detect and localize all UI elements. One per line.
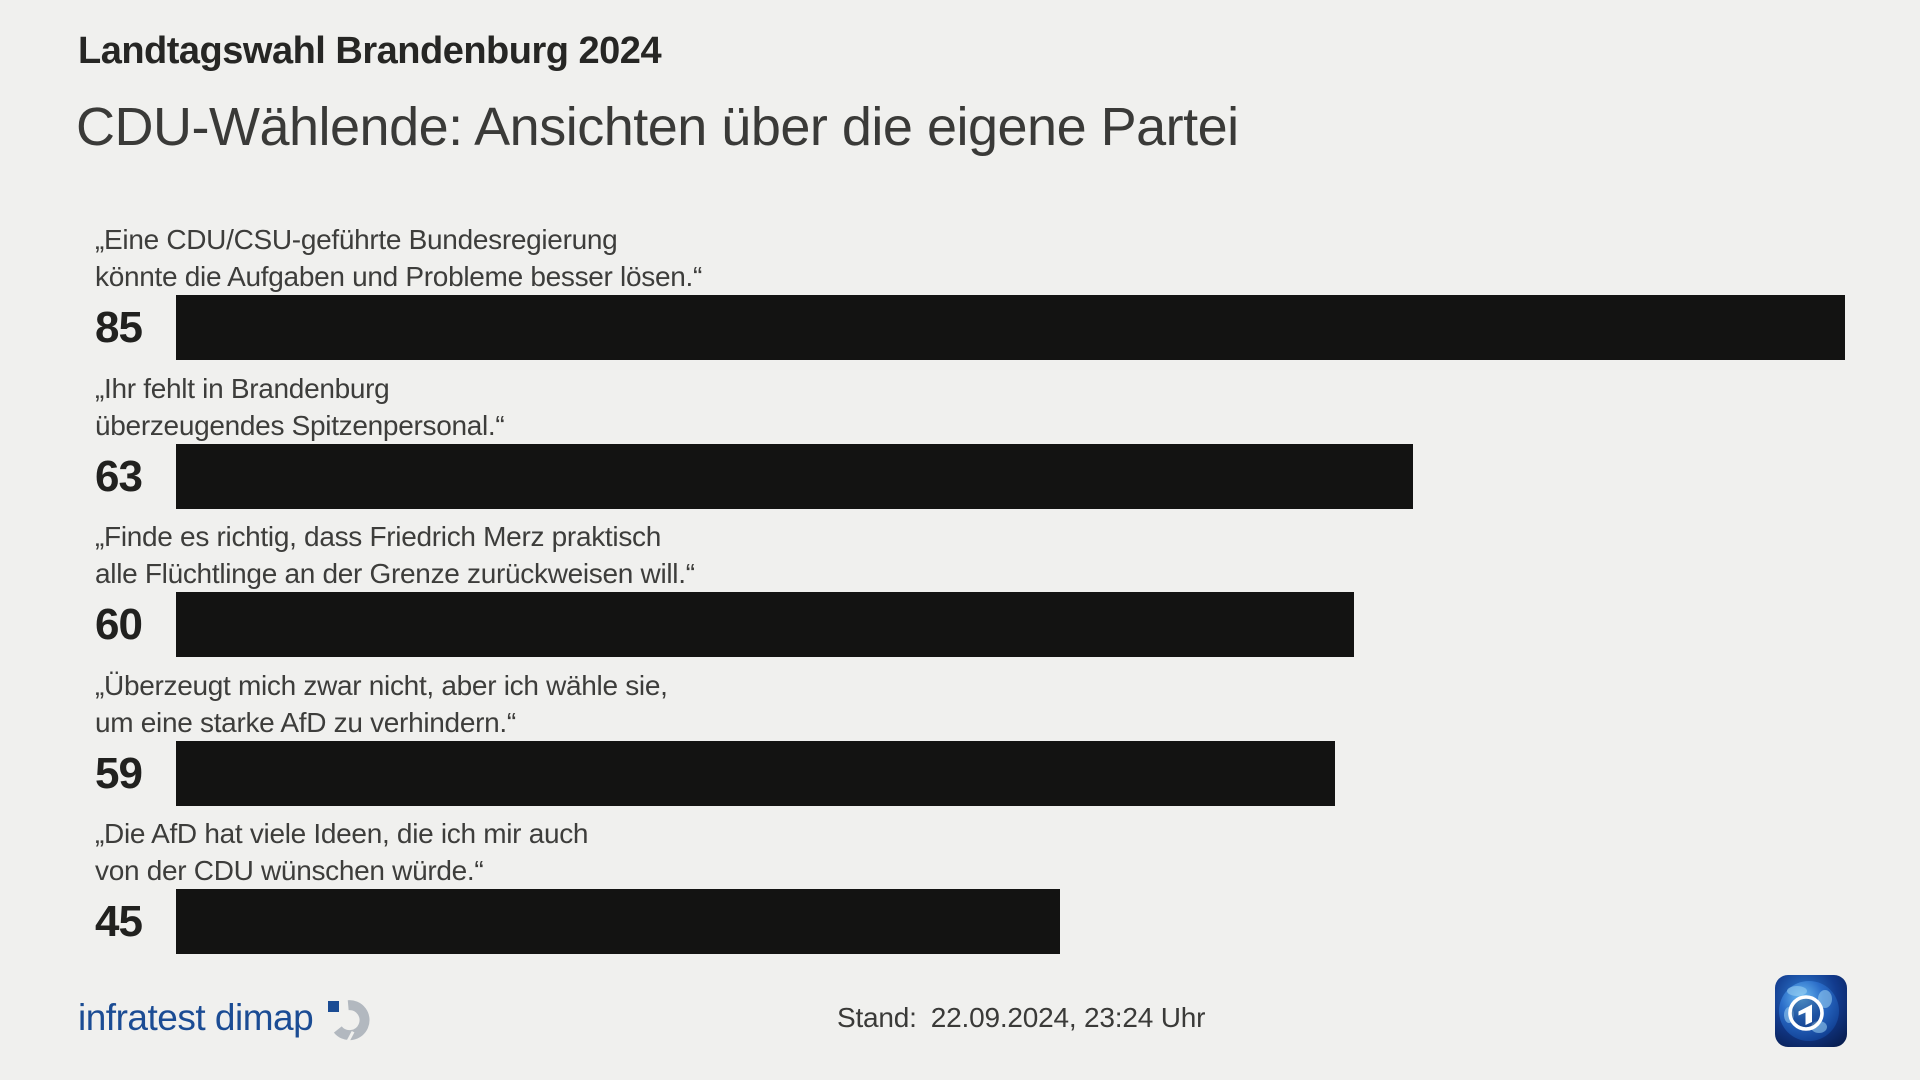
bar-item: „Finde es richtig, dass Friedrich Merz p… [95,518,1895,657]
status-timestamp: Stand: 22.09.2024, 23:24 Uhr [837,1002,1205,1034]
infratest-dimap-mark-icon [327,998,371,1047]
statement-line2: von der CDU wünschen würde.“ [95,855,484,886]
statement-line2: könnte die Aufgaben und Probleme besser … [95,261,702,292]
ard-das-erste-logo-icon [1775,975,1847,1047]
bar-item: „Die AfD hat viele Ideen, die ich mir au… [95,815,1895,954]
statement-line1: „Die AfD hat viele Ideen, die ich mir au… [95,818,589,849]
bar-row: 85 [95,295,1895,360]
statement-label: „Finde es richtig, dass Friedrich Merz p… [95,518,1895,592]
bar-row: 60 [95,592,1895,657]
bar-value: 59 [95,748,143,798]
bar-value: 45 [95,896,143,946]
bar [176,741,1335,806]
statement-label: „Überzeugt mich zwar nicht, aber ich wäh… [95,667,1895,741]
bar-item: „Ihr fehlt in Brandenburg überzeugendes … [95,370,1895,509]
statement-label: „Eine CDU/CSU-geführte Bundesregierung k… [95,221,1895,295]
infratest-dimap-label: infratest dimap [78,997,314,1038]
bar-value: 85 [95,302,143,352]
infratest-dimap-logo: infratest dimap [78,998,371,1047]
statement-line2: überzeugendes Spitzenpersonal.“ [95,410,505,441]
bar-item: „Eine CDU/CSU-geführte Bundesregierung k… [95,221,1895,360]
statement-line1: „Finde es richtig, dass Friedrich Merz p… [95,521,661,552]
stand-label: Stand: [837,1002,917,1033]
statement-line1: „Ihr fehlt in Brandenburg [95,373,390,404]
page-title: CDU-Wählende: Ansichten über die eigene … [76,97,1239,157]
statement-label: „Die AfD hat viele Ideen, die ich mir au… [95,815,1895,889]
bar [176,295,1846,360]
bar [176,889,1060,954]
bar-row: 63 [95,444,1895,509]
statement-line2: alle Flüchtlinge an der Grenze zurückwei… [95,558,695,589]
bar [176,444,1414,509]
bar-value: 63 [95,451,143,501]
bar-item: „Überzeugt mich zwar nicht, aber ich wäh… [95,667,1895,806]
statement-label: „Ihr fehlt in Brandenburg überzeugendes … [95,370,1895,444]
statement-line1: „Überzeugt mich zwar nicht, aber ich wäh… [95,670,668,701]
bar [176,592,1355,657]
bar-row: 59 [95,741,1895,806]
bar-value: 60 [95,599,143,649]
statement-line2: um eine starke AfD zu verhindern.“ [95,707,516,738]
statement-line1: „Eine CDU/CSU-geführte Bundesregierung [95,224,618,255]
kicker: Landtagswahl Brandenburg 2024 [78,30,662,72]
bar-row: 45 [95,889,1895,954]
stand-value: 22.09.2024, 23:24 Uhr [930,1002,1206,1033]
